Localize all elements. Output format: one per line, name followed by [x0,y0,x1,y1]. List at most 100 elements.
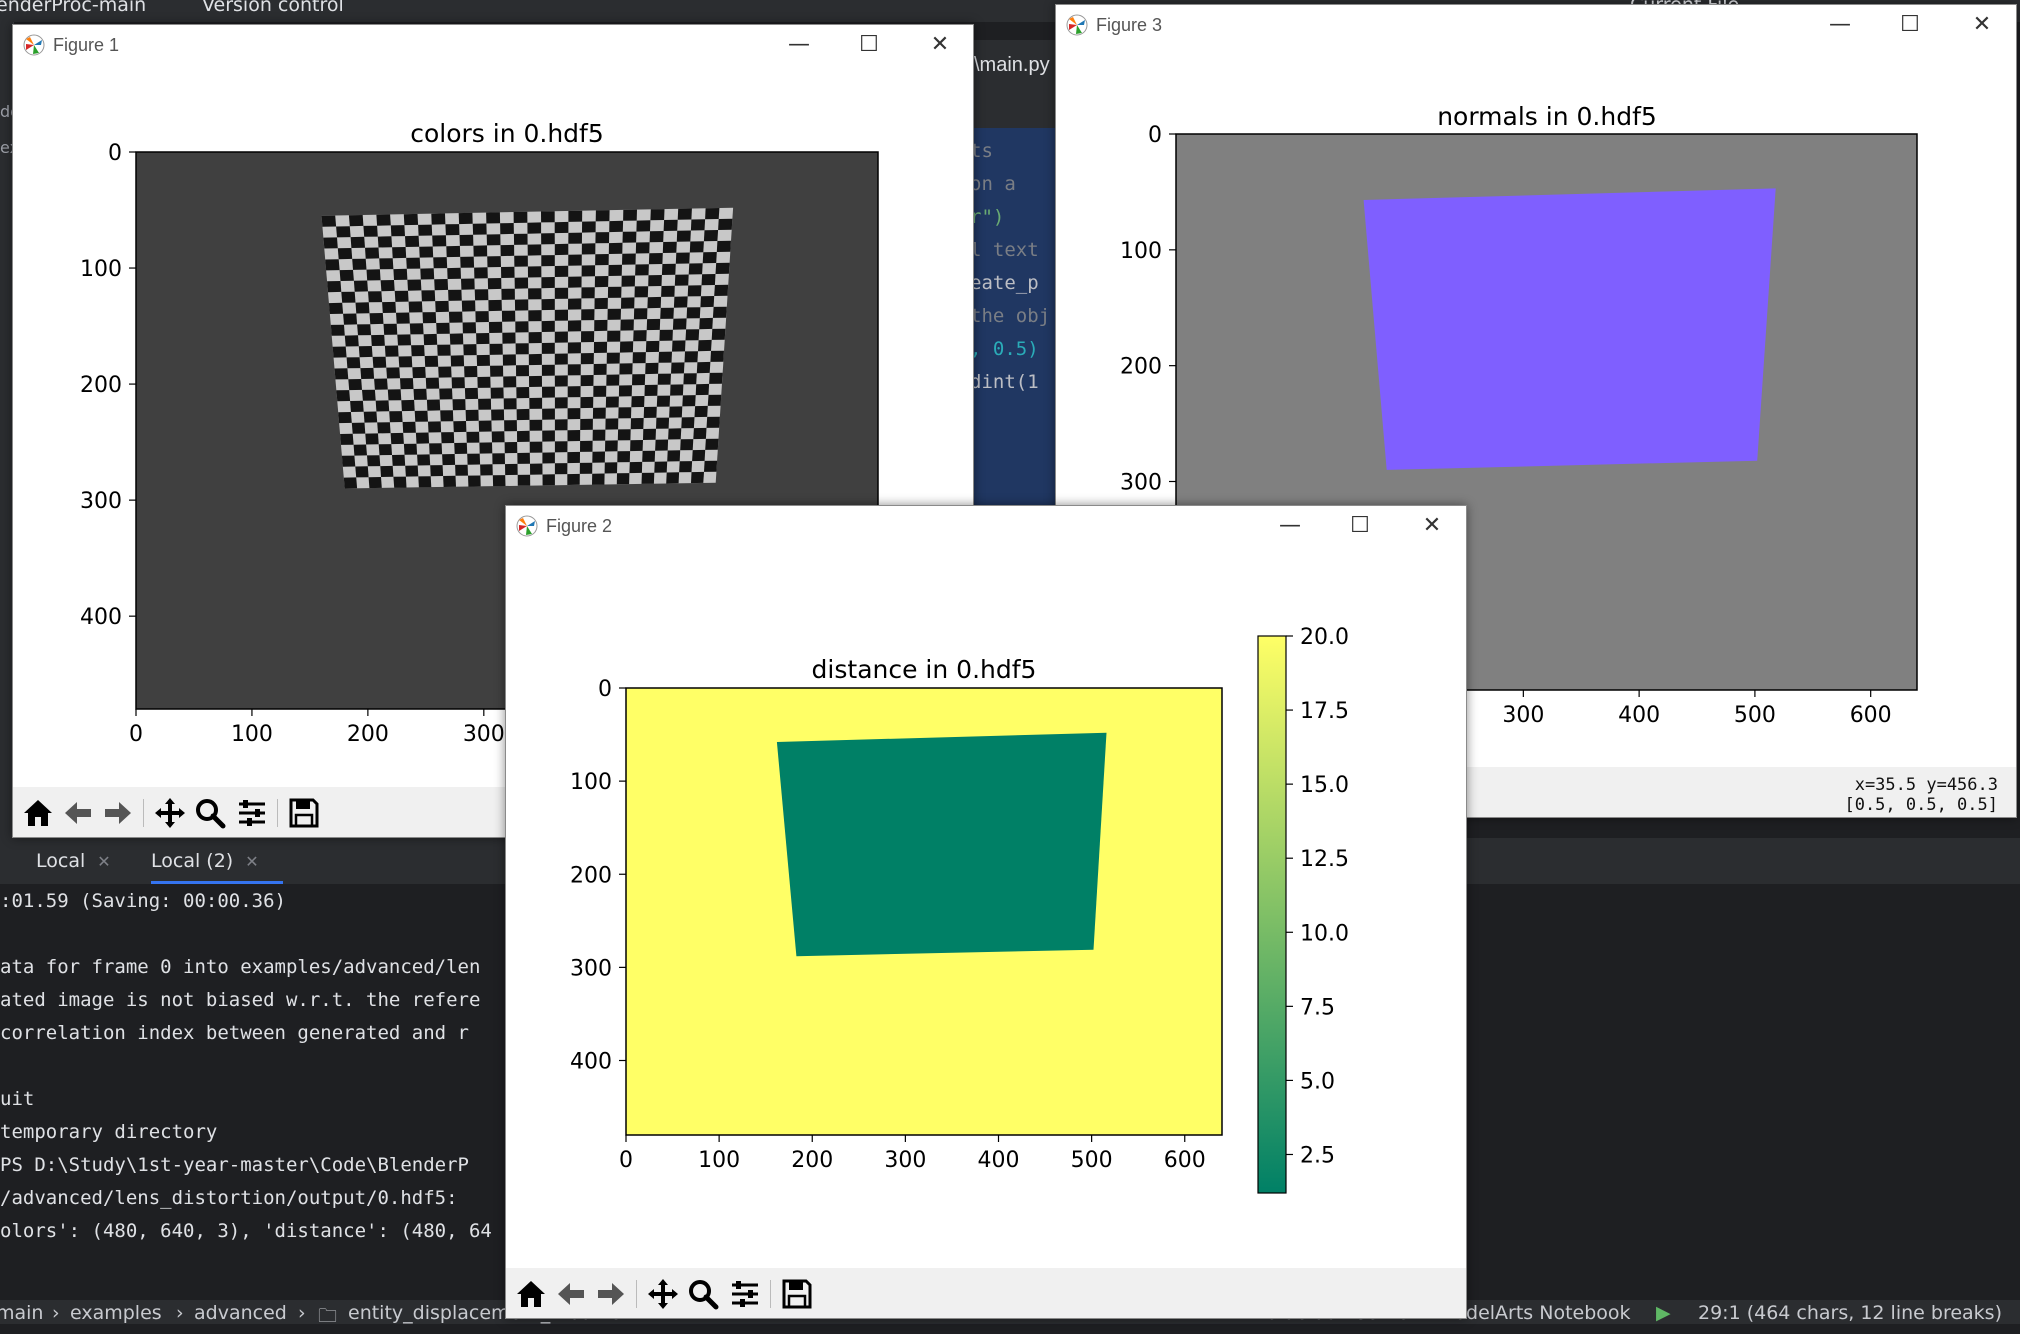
checker-square [501,310,516,322]
checker-square [541,364,555,376]
checker-square [645,340,660,353]
maximize-icon[interactable]: ☐ [1900,12,1920,37]
checker-square [452,399,466,411]
checker-square [568,210,583,222]
title-bar[interactable]: Figure 1 — ☐ ✕ [13,25,973,65]
maximize-icon[interactable]: ☐ [1350,513,1370,538]
checker-square [433,257,448,269]
checker-square [673,296,688,308]
terminal-tab-local[interactable]: Local ✕ [36,850,111,872]
zoom-icon[interactable] [193,796,227,830]
breadcrumb-item[interactable]: main [0,1302,44,1324]
checker-square [567,473,580,485]
checker-square [372,356,387,368]
vcs-menu[interactable]: Version control [202,0,344,16]
checker-square [474,289,489,301]
checker-square [604,462,618,474]
pan-icon[interactable] [646,1277,680,1311]
back-arrow-icon[interactable] [554,1277,588,1311]
y-tick-label: 0 [108,141,122,166]
checker-square [377,422,391,434]
breadcrumb-item[interactable]: examples [70,1302,162,1324]
home-icon[interactable] [514,1277,548,1311]
checker-square [424,355,439,367]
checker-square [400,378,414,390]
figure-2-window[interactable]: Figure 2 — ☐ ✕ distance in 0.hdf5 0 100 20… [505,505,1467,1319]
checker-square [447,267,461,279]
checker-square [592,429,606,441]
checker-square [567,320,582,332]
close-icon[interactable]: ✕ [930,32,950,57]
checker-square [541,277,555,289]
title-bar[interactable]: Figure 2 — ☐ ✕ [506,506,1466,546]
checker-square [474,267,488,279]
checker-square [401,399,415,412]
checker-square [504,442,518,454]
minimize-icon[interactable]: — [1279,513,1301,538]
checker-square [513,211,528,223]
close-icon[interactable]: ✕ [245,852,259,871]
checker-square [607,330,621,342]
checker-square [325,259,340,271]
save-icon[interactable] [780,1277,814,1311]
checker-square [348,215,364,227]
checker-square [641,472,655,484]
checker-square [377,236,393,248]
configure-subplots-icon[interactable] [728,1277,762,1311]
checker-square [490,387,504,399]
checker-square [675,252,690,264]
back-arrow-icon[interactable] [61,796,95,830]
checker-square [476,354,490,366]
plot-canvas[interactable]: distance in 0.hdf5 0 100 200 300 400 500 600 0… [506,506,1467,1319]
checker-square [605,396,619,408]
checker-square [353,444,367,456]
close-icon[interactable]: ✕ [97,852,111,871]
run-icon[interactable]: ▶ [1656,1302,1671,1324]
home-icon[interactable] [21,796,55,830]
checker-square [439,388,453,400]
project-menu[interactable]: enderProc-main [0,0,147,16]
minimize-icon[interactable]: — [788,32,810,57]
code-editor[interactable]: \main.py ts on a r") l text eate_p the obj,… [970,40,1060,510]
checker-square [592,473,605,485]
checker-square [343,477,358,489]
configure-subplots-icon[interactable] [235,796,269,830]
x-tick-label: 0 [129,722,143,747]
close-icon[interactable]: ✕ [1422,513,1442,538]
title-bar[interactable]: Figure 3 — ☐ ✕ [1056,5,2016,45]
close-icon[interactable]: ✕ [1972,12,1992,37]
checker-square [476,333,490,345]
maximize-icon[interactable]: ☐ [859,32,879,57]
checker-square [500,244,515,257]
checker-square [541,211,555,223]
caret-position[interactable]: 29:1 (464 chars, 12 line breaks) [1698,1302,2002,1324]
forward-arrow-icon[interactable] [101,796,135,830]
checker-square [714,284,729,296]
kernel-status[interactable]: ModelArts Notebook [1438,1302,1631,1324]
checker-square [593,385,607,397]
pan-icon[interactable] [153,796,187,830]
checker-square [419,246,434,258]
forward-arrow-icon[interactable] [594,1277,628,1311]
checker-square [514,255,528,267]
checker-square [684,351,698,363]
checker-square [407,279,422,291]
minimize-icon[interactable]: — [1829,12,1851,37]
checker-square [685,329,700,341]
checker-square [595,254,609,266]
editor-tab-main-py[interactable]: \main.py [974,54,1050,76]
checker-square [592,407,606,419]
save-icon[interactable] [287,796,321,830]
checker-square [451,377,465,389]
checker-square [417,454,431,466]
checker-square [515,321,529,333]
checker-square [542,474,555,486]
checker-square [468,475,481,487]
breadcrumb-item[interactable]: advanced [194,1302,287,1324]
checker-square [389,411,403,423]
checker-square [658,351,672,363]
zoom-icon[interactable] [686,1277,720,1311]
checker-square [710,350,724,362]
terminal-tab-local-2[interactable]: Local (2) ✕ [151,850,283,884]
checker-square [363,411,378,423]
